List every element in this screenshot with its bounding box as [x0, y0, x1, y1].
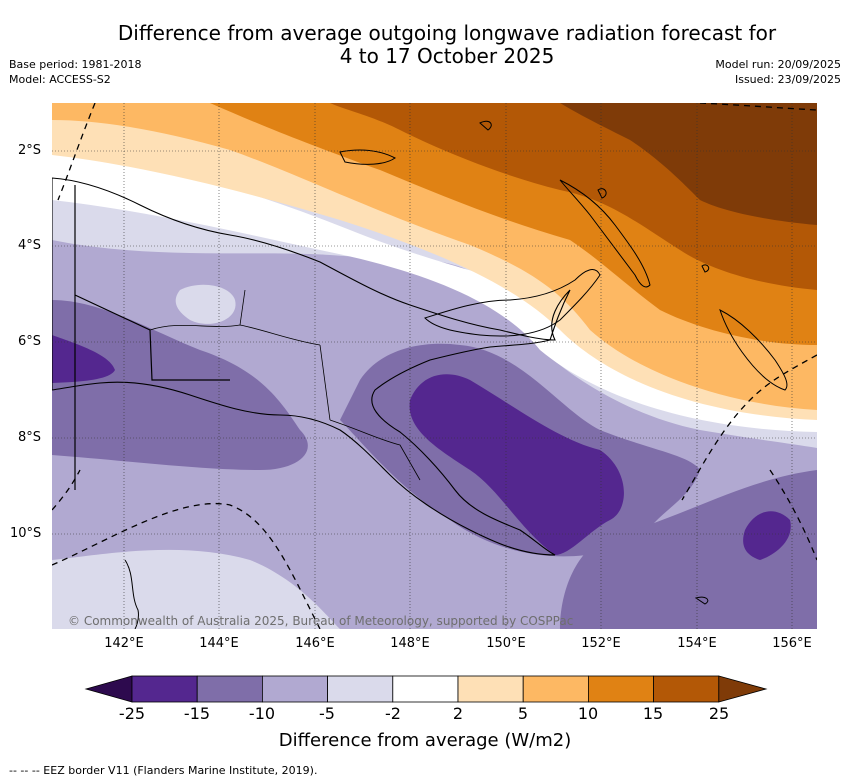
colorbar-swatch-1 [131, 675, 198, 703]
colorbar-swatch-5 [392, 675, 459, 703]
colorbar-tick-label: 25 [708, 704, 730, 723]
colorbar-swatch-8 [588, 675, 655, 703]
lon-label-146e: 146°E [295, 636, 335, 651]
map-title-line-2: 4 to 17 October 2025 [339, 44, 555, 68]
run-info: Model run: 20/09/2025 Issued: 23/09/2025 [715, 57, 841, 87]
small-islands [479, 120, 710, 605]
lon-label-152e: 152°E [581, 636, 621, 651]
lon-label-144e: 144°E [199, 636, 239, 651]
anomaly-band-minus25-to-minus15-west [52, 335, 115, 383]
graticule [52, 103, 817, 629]
anomaly-band-minus25-to-minus15-core [409, 374, 624, 555]
colorbar-tick-label: 5 [517, 704, 529, 723]
eez-border-east-2 [769, 469, 817, 561]
colorbar-swatch-4 [327, 675, 394, 703]
anomaly-band-minus15-to-minus10-se [560, 470, 817, 629]
anomaly-band-minus25-to-minus15-east [743, 511, 791, 560]
colorbar-tick-label: 2 [452, 704, 464, 723]
colorbar-swatch-6 [457, 675, 524, 703]
new-ireland-outline [559, 179, 651, 288]
cape-york-coastline [124, 559, 139, 629]
provincial-borders [149, 289, 421, 481]
lat-label-6s: 6°S [18, 334, 42, 349]
lat-label-8s: 8°S [18, 430, 42, 445]
eez-border-north-west [57, 103, 96, 201]
colorbar-swatch-2 [196, 675, 263, 703]
international-border [74, 185, 230, 490]
eez-border-south [52, 503, 321, 629]
colorbar-tick-label: 10 [577, 704, 599, 723]
lon-label-148e: 148°E [390, 636, 430, 651]
anomaly-band-light-highlands [175, 284, 236, 324]
anomaly-band-minus15-to-minus10-west [52, 300, 308, 470]
colorbar-label: Difference from average (W/m2) [278, 730, 572, 751]
bougainville-outline [719, 309, 788, 391]
lon-label-156e: 156°E [772, 636, 812, 651]
base-period: Base period: 1981-2018 [9, 58, 142, 71]
lat-label-10s: 10°S [10, 526, 42, 541]
lon-label-142e: 142°E [104, 636, 144, 651]
colorbar-tick-label: -5 [319, 704, 335, 723]
colorbar-tick-label: 15 [642, 704, 664, 723]
lat-label-4s: 4°S [18, 238, 42, 253]
new-guinea-coastline [52, 177, 571, 556]
eez-legend-note: -- -- -- EEZ border V11 (Flanders Marine… [9, 764, 318, 777]
eez-border-east [681, 354, 817, 501]
lon-label-154e: 154°E [677, 636, 717, 651]
issued-date: Issued: 23/09/2025 [734, 73, 841, 86]
colorbar-tick-label: -2 [385, 704, 401, 723]
colorbar-swatch-7 [522, 675, 589, 703]
lat-label-2s: 2°S [18, 143, 42, 158]
anomaly-band-above-25 [560, 103, 817, 225]
lon-label-150e: 150°E [486, 636, 526, 651]
colorbar-swatch-9 [653, 675, 720, 703]
eez-border-west [52, 469, 81, 511]
anomaly-band-light-south [52, 549, 340, 629]
eez-border-north-east [699, 103, 817, 111]
new-britain-outline [424, 269, 601, 337]
colorbar-tick-label: -15 [183, 704, 211, 723]
copyright-notice: © Commonwealth of Australia 2025, Bureau… [68, 614, 574, 628]
colorbar-tick-label: -25 [118, 704, 146, 723]
colorbar-tick-label: -10 [248, 704, 276, 723]
colorbar-below-arrow [84, 675, 133, 703]
map-title-line-1: Difference from average outgoing longwav… [117, 21, 777, 45]
colorbar-swatch-3 [261, 675, 328, 703]
manus-outline [339, 149, 396, 165]
model-name: Model: ACCESS-S2 [9, 73, 111, 86]
model-info: Base period: 1981-2018 Model: ACCESS-S2 [9, 57, 141, 87]
colorbar-above-arrow [718, 675, 768, 703]
model-run: Model run: 20/09/2025 [715, 58, 841, 71]
